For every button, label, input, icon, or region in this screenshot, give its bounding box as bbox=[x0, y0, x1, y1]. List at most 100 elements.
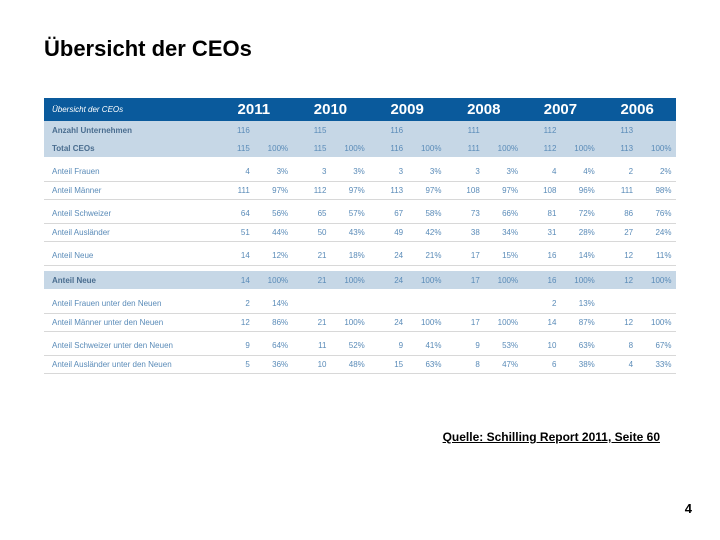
cell-percent: 86% bbox=[254, 313, 292, 331]
cell-percent: 100% bbox=[254, 139, 292, 157]
cell-value bbox=[599, 295, 637, 313]
cell-value: 116 bbox=[369, 139, 407, 157]
cell-value: 67 bbox=[369, 205, 407, 223]
cell-value: 2 bbox=[599, 163, 637, 181]
row-label: Anzahl Unternehmen bbox=[44, 121, 215, 139]
cell-value: 111 bbox=[445, 121, 483, 139]
cell-value: 27 bbox=[599, 223, 637, 241]
cell-value: 3 bbox=[292, 163, 330, 181]
cell-percent: 36% bbox=[254, 355, 292, 373]
year-col: 2007 bbox=[522, 98, 599, 121]
cell-value: 81 bbox=[522, 205, 560, 223]
cell-percent: 18% bbox=[330, 247, 368, 265]
cell-percent: 15% bbox=[484, 247, 522, 265]
cell-value: 112 bbox=[292, 181, 330, 199]
table-row: Anteil Ausländer unter den Neuen536%1048… bbox=[44, 355, 676, 373]
table-row: Anteil Frauen unter den Neuen214%213% bbox=[44, 295, 676, 313]
source-citation: Quelle: Schilling Report 2011, Seite 60 bbox=[443, 430, 660, 444]
cell-value: 113 bbox=[599, 121, 637, 139]
cell-percent: 42% bbox=[407, 223, 445, 241]
cell-percent: 48% bbox=[330, 355, 368, 373]
cell-percent bbox=[484, 121, 522, 139]
cell-value: 24 bbox=[369, 271, 407, 289]
cell-value: 10 bbox=[522, 337, 560, 355]
cell-value: 12 bbox=[215, 313, 253, 331]
cell-value: 113 bbox=[369, 181, 407, 199]
cell-value: 11 bbox=[292, 337, 330, 355]
cell-value: 3 bbox=[369, 163, 407, 181]
cell-percent: 33% bbox=[637, 355, 675, 373]
cell-percent bbox=[637, 295, 675, 313]
cell-percent: 44% bbox=[254, 223, 292, 241]
cell-percent: 100% bbox=[484, 139, 522, 157]
cell-percent: 21% bbox=[407, 247, 445, 265]
table-row: Anteil Männer unter den Neuen1286%21100%… bbox=[44, 313, 676, 331]
cell-percent: 100% bbox=[484, 271, 522, 289]
row-label: Anteil Neue bbox=[44, 247, 215, 265]
cell-value: 116 bbox=[369, 121, 407, 139]
cell-percent: 100% bbox=[560, 139, 598, 157]
cell-percent: 3% bbox=[407, 163, 445, 181]
cell-value: 108 bbox=[522, 181, 560, 199]
ceo-overview-table: Übersicht der CEOs 2011 2010 2009 2008 2… bbox=[44, 98, 676, 374]
cell-percent bbox=[330, 121, 368, 139]
cell-percent: 38% bbox=[560, 355, 598, 373]
cell-percent: 2% bbox=[637, 163, 675, 181]
cell-percent bbox=[254, 121, 292, 139]
cell-percent: 13% bbox=[560, 295, 598, 313]
cell-percent: 72% bbox=[560, 205, 598, 223]
cell-value: 108 bbox=[445, 181, 483, 199]
row-label: Anteil Männer unter den Neuen bbox=[44, 313, 215, 331]
cell-value: 65 bbox=[292, 205, 330, 223]
cell-percent: 3% bbox=[484, 163, 522, 181]
year-col: 2011 bbox=[215, 98, 292, 121]
row-label: Anteil Ausländer bbox=[44, 223, 215, 241]
cell-value: 3 bbox=[445, 163, 483, 181]
cell-value: 24 bbox=[369, 313, 407, 331]
cell-value: 9 bbox=[215, 337, 253, 355]
row-label: Anteil Frauen unter den Neuen bbox=[44, 295, 215, 313]
cell-percent bbox=[484, 295, 522, 313]
cell-value: 2 bbox=[522, 295, 560, 313]
cell-percent: 98% bbox=[637, 181, 675, 199]
cell-value: 112 bbox=[522, 121, 560, 139]
cell-percent: 53% bbox=[484, 337, 522, 355]
cell-value: 111 bbox=[215, 181, 253, 199]
cell-percent: 100% bbox=[330, 139, 368, 157]
cell-value: 14 bbox=[215, 247, 253, 265]
cell-value: 6 bbox=[522, 355, 560, 373]
cell-value: 9 bbox=[445, 337, 483, 355]
table-row: Anteil Schweizer6456%6557%6758%7366%8172… bbox=[44, 205, 676, 223]
cell-value: 111 bbox=[599, 181, 637, 199]
cell-percent: 97% bbox=[254, 181, 292, 199]
table-row: Anteil Ausländer5144%5043%4942%3834%3128… bbox=[44, 223, 676, 241]
page-title: Übersicht der CEOs bbox=[44, 36, 676, 62]
cell-percent: 24% bbox=[637, 223, 675, 241]
cell-value: 50 bbox=[292, 223, 330, 241]
cell-percent: 97% bbox=[484, 181, 522, 199]
cell-percent: 3% bbox=[330, 163, 368, 181]
cell-percent: 64% bbox=[254, 337, 292, 355]
cell-percent bbox=[637, 121, 675, 139]
cell-value: 116 bbox=[215, 121, 253, 139]
cell-percent: 11% bbox=[637, 247, 675, 265]
cell-value: 51 bbox=[215, 223, 253, 241]
cell-percent: 96% bbox=[560, 181, 598, 199]
cell-value: 10 bbox=[292, 355, 330, 373]
row-label: Anteil Schweizer bbox=[44, 205, 215, 223]
cell-value: 31 bbox=[522, 223, 560, 241]
cell-percent: 58% bbox=[407, 205, 445, 223]
cell-value bbox=[369, 295, 407, 313]
table-row: Anteil Neue14100%21100%24100%17100%16100… bbox=[44, 271, 676, 289]
year-col: 2008 bbox=[445, 98, 522, 121]
cell-percent: 100% bbox=[637, 313, 675, 331]
page-number: 4 bbox=[685, 501, 692, 516]
cell-value: 15 bbox=[369, 355, 407, 373]
cell-percent: 52% bbox=[330, 337, 368, 355]
cell-value: 16 bbox=[522, 247, 560, 265]
cell-value: 73 bbox=[445, 205, 483, 223]
cell-value: 2 bbox=[215, 295, 253, 313]
cell-value bbox=[445, 295, 483, 313]
cell-percent bbox=[407, 295, 445, 313]
row-label: Anteil Schweizer unter den Neuen bbox=[44, 337, 215, 355]
